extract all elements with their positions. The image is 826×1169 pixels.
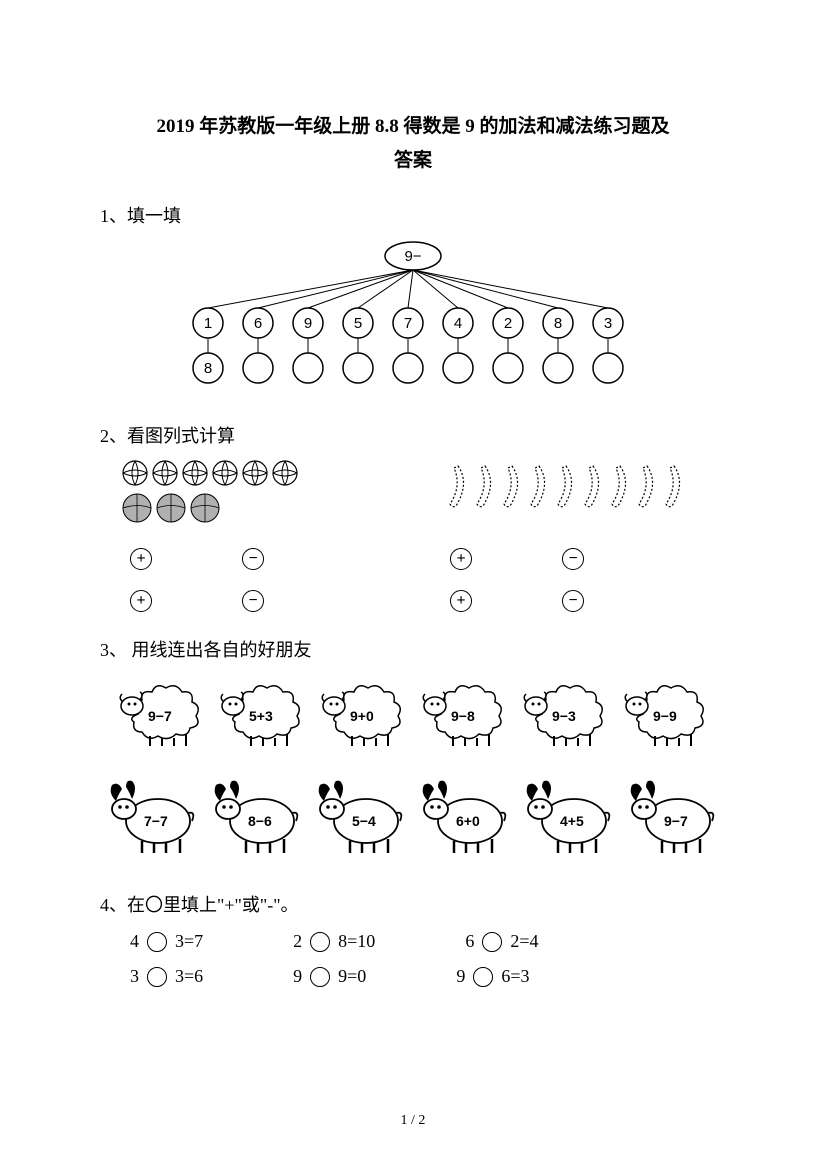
q2-left-ops-row2: + − [120, 590, 320, 612]
q3-label: 3、 用线连出各自的好朋友 [100, 636, 726, 662]
sheep-item: 9−7 [110, 672, 205, 747]
plus-icon: + [130, 590, 152, 612]
q2-right-ops-row1: + − [440, 548, 700, 570]
q4-expression: 43=7 [130, 931, 203, 952]
blank-circle [482, 932, 502, 952]
sheep-item: 9−3 [514, 672, 609, 747]
minus-icon: − [562, 548, 584, 570]
sheep-item: 9−9 [615, 672, 710, 747]
ram-item: 9−7 [622, 773, 720, 855]
q4-label: 4、在〇里填上"+"或"-"。 [100, 891, 726, 917]
ram-expression: 9−7 [664, 813, 688, 829]
q2-left-ops-row1: + − [120, 548, 320, 570]
sheep-expression: 9−7 [148, 708, 172, 724]
svg-text:7: 7 [404, 315, 412, 332]
sheep-expression: 5+3 [249, 708, 273, 724]
ram-item: 8−6 [206, 773, 304, 855]
question-2: 2、看图列式计算 + − + − + − + [100, 422, 726, 612]
q2-left-objects [120, 458, 320, 528]
q1-tree-diagram: 9− 1 8 6 9 5 7 4 2 8 3 [178, 238, 648, 398]
svg-text:8: 8 [554, 315, 562, 332]
page-title-line2: 答案 [100, 144, 726, 178]
ram-item: 7−7 [102, 773, 200, 855]
svg-text:6: 6 [254, 315, 262, 332]
ram-expression: 7−7 [144, 813, 168, 829]
minus-icon: − [242, 548, 264, 570]
ram-expression: 5−4 [352, 813, 376, 829]
ram-item: 6+0 [414, 773, 512, 855]
blank-circle [310, 967, 330, 987]
ram-expression: 8−6 [248, 813, 272, 829]
svg-text:1: 1 [204, 315, 212, 332]
sheep-expression: 9−3 [552, 708, 576, 724]
q4-row: 43=7 28=10 62=4 [100, 931, 726, 952]
q4-expression: 96=3 [456, 966, 529, 987]
ram-expression: 6+0 [456, 813, 480, 829]
ram-expression: 4+5 [560, 813, 584, 829]
sheep-item: 9+0 [312, 672, 407, 747]
q2-right-ops-row2: + − [440, 590, 700, 612]
q4-expression: 28=10 [293, 931, 375, 952]
q1-label: 1、填一填 [100, 202, 726, 228]
q3-ram-row: 7−7 8−6 5−4 6+0 [102, 773, 726, 855]
svg-text:4: 4 [454, 315, 462, 332]
blank-circle [310, 932, 330, 952]
sheep-item: 9−8 [413, 672, 508, 747]
q2-right-objects [440, 458, 700, 528]
question-4: 4、在〇里填上"+"或"-"。 43=7 28=10 62=4 33=6 99=0 96=… [100, 891, 726, 987]
q4-expression: 33=6 [130, 966, 203, 987]
q4-row: 33=6 99=0 96=3 [100, 966, 726, 987]
sheep-expression: 9−8 [451, 708, 475, 724]
sheep-item: 5+3 [211, 672, 306, 747]
svg-text:2: 2 [504, 315, 512, 332]
minus-icon: − [562, 590, 584, 612]
question-1: 1、填一填 9− 1 8 6 9 5 7 4 2 8 3 [100, 202, 726, 398]
q2-right-group: + − + − [440, 458, 700, 612]
ram-item: 4+5 [518, 773, 616, 855]
svg-text:5: 5 [354, 315, 362, 332]
plus-icon: + [450, 548, 472, 570]
svg-text:8: 8 [204, 360, 212, 377]
q2-label: 2、看图列式计算 [100, 422, 726, 448]
q1-root: 9− [404, 248, 421, 265]
blank-circle [473, 967, 493, 987]
svg-text:3: 3 [604, 315, 612, 332]
page-title-line1: 2019 年苏教版一年级上册 8.8 得数是 9 的加法和减法练习题及 [100, 110, 726, 144]
page-number: 1 / 2 [0, 1113, 826, 1129]
plus-icon: + [130, 548, 152, 570]
q2-left-group: + − + − [120, 458, 320, 612]
blank-circle [147, 932, 167, 952]
ram-item: 5−4 [310, 773, 408, 855]
blank-circle [147, 967, 167, 987]
sheep-expression: 9−9 [653, 708, 677, 724]
question-3: 3、 用线连出各自的好朋友 9−7 5+3 9+0 [100, 636, 726, 855]
q4-expression: 62=4 [465, 931, 538, 952]
q3-sheep-row: 9−7 5+3 9+0 9−8 [110, 672, 726, 747]
sheep-expression: 9+0 [350, 708, 374, 724]
minus-icon: − [242, 590, 264, 612]
svg-text:9: 9 [304, 315, 312, 332]
q4-expression: 99=0 [293, 966, 366, 987]
plus-icon: + [450, 590, 472, 612]
